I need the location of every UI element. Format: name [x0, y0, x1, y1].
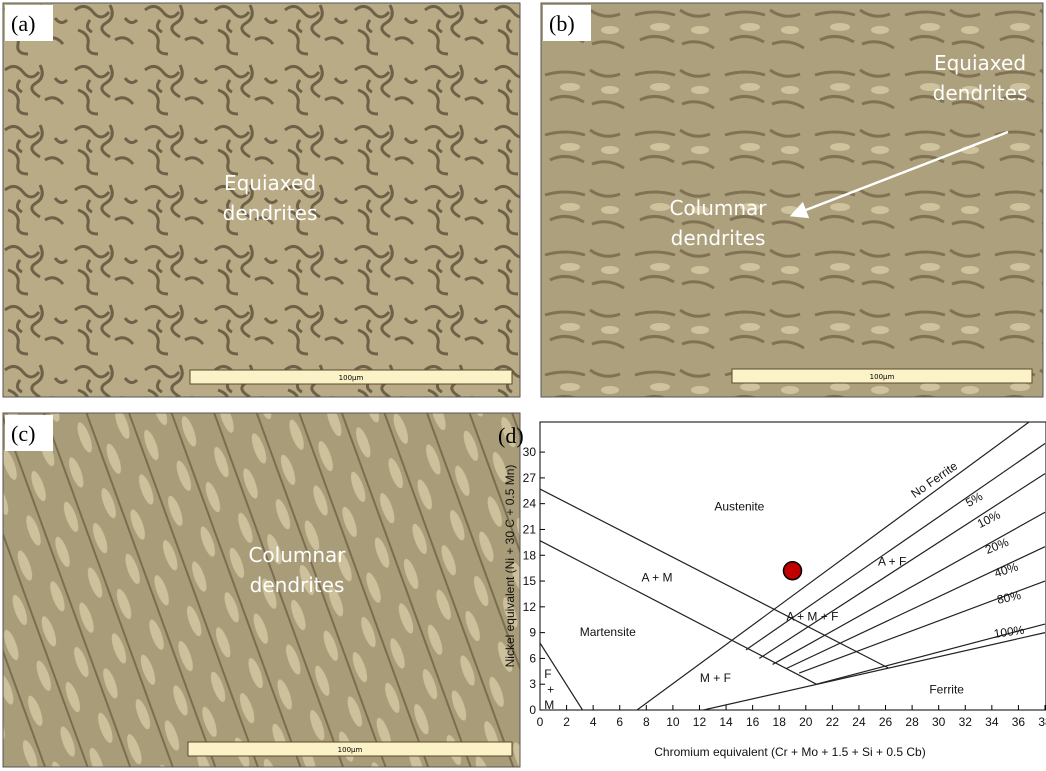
caption: Equiaxed [224, 171, 316, 195]
region-label: A + M + F [786, 609, 838, 623]
region-label: Ferrite [929, 682, 964, 696]
caption: dendrites [223, 201, 318, 225]
caption: dendrites [933, 81, 1028, 105]
panel-label: (d) [498, 423, 524, 448]
region-label: A + M [641, 571, 672, 585]
x-tick-label: 10 [666, 715, 680, 729]
y-tick-label: 0 [529, 703, 536, 717]
y-tick-label: 18 [523, 548, 537, 562]
micrograph-a [3, 3, 520, 397]
y-tick-label: 6 [529, 651, 536, 665]
y-tick-label: 3 [529, 677, 536, 691]
figure: (a) 100μm Equiaxed dendrites (b) 100μm Equiaxe… [0, 0, 1046, 771]
x-tick-label: 18 [773, 715, 787, 729]
x-axis-label: Chromium equivalent (Cr + Mo + 1.5 + Si … [654, 745, 925, 759]
y-tick-label: 24 [523, 497, 537, 511]
y-tick-label: 15 [523, 574, 537, 588]
x-tick-label: 2 [563, 715, 570, 729]
y-tick-label: 9 [529, 626, 536, 640]
panel-label: (b) [549, 11, 575, 36]
x-tick-label: 20 [799, 715, 813, 729]
x-tick-label: 14 [719, 715, 733, 729]
y-tick-label: 30 [523, 445, 537, 459]
x-tick-label: 8 [643, 715, 650, 729]
region-label: M + F [700, 671, 731, 685]
x-tick-label: 22 [826, 715, 840, 729]
y-tick-label: 21 [523, 522, 537, 536]
x-tick-label: 32 [959, 715, 973, 729]
caption: Columnar [669, 196, 767, 220]
y-tick-label: 12 [523, 600, 537, 614]
x-tick-label: 6 [616, 715, 623, 729]
scale-bar-label: 100μm [870, 373, 895, 381]
y-tick-label: 27 [523, 471, 537, 485]
region-label: + [547, 682, 554, 696]
x-tick-label: 0 [537, 715, 544, 729]
region-label: M [544, 698, 554, 712]
x-tick-label: 30 [932, 715, 946, 729]
region-label: Martensite [580, 625, 636, 639]
x-tick-label: 24 [852, 715, 866, 729]
data-point [784, 562, 802, 580]
x-tick-label: 12 [693, 715, 707, 729]
region-label: Austenite [714, 499, 764, 513]
caption: dendrites [250, 573, 345, 597]
scale-bar-label: 100μm [338, 746, 363, 754]
caption: Columnar [248, 543, 346, 567]
x-tick-label: 36 [1012, 715, 1026, 729]
x-tick-label: 26 [879, 715, 893, 729]
x-tick-label: 34 [985, 715, 999, 729]
region-label: A + F [878, 554, 906, 568]
scale-bar-label: 100μm [339, 374, 364, 382]
x-tick-label: 28 [905, 715, 919, 729]
panel-label: (a) [11, 11, 35, 36]
y-axis-label: Nickel equivalent (Ni + 30 C + 0.5 Mn) [503, 465, 517, 668]
x-tick-label: 16 [746, 715, 760, 729]
x-tick-label: 4 [590, 715, 597, 729]
x-tick-label: 38 [1038, 715, 1046, 729]
region-label: F [544, 667, 551, 681]
caption: Equiaxed [934, 51, 1026, 75]
panel-label: (c) [11, 421, 35, 446]
caption: dendrites [671, 226, 766, 250]
